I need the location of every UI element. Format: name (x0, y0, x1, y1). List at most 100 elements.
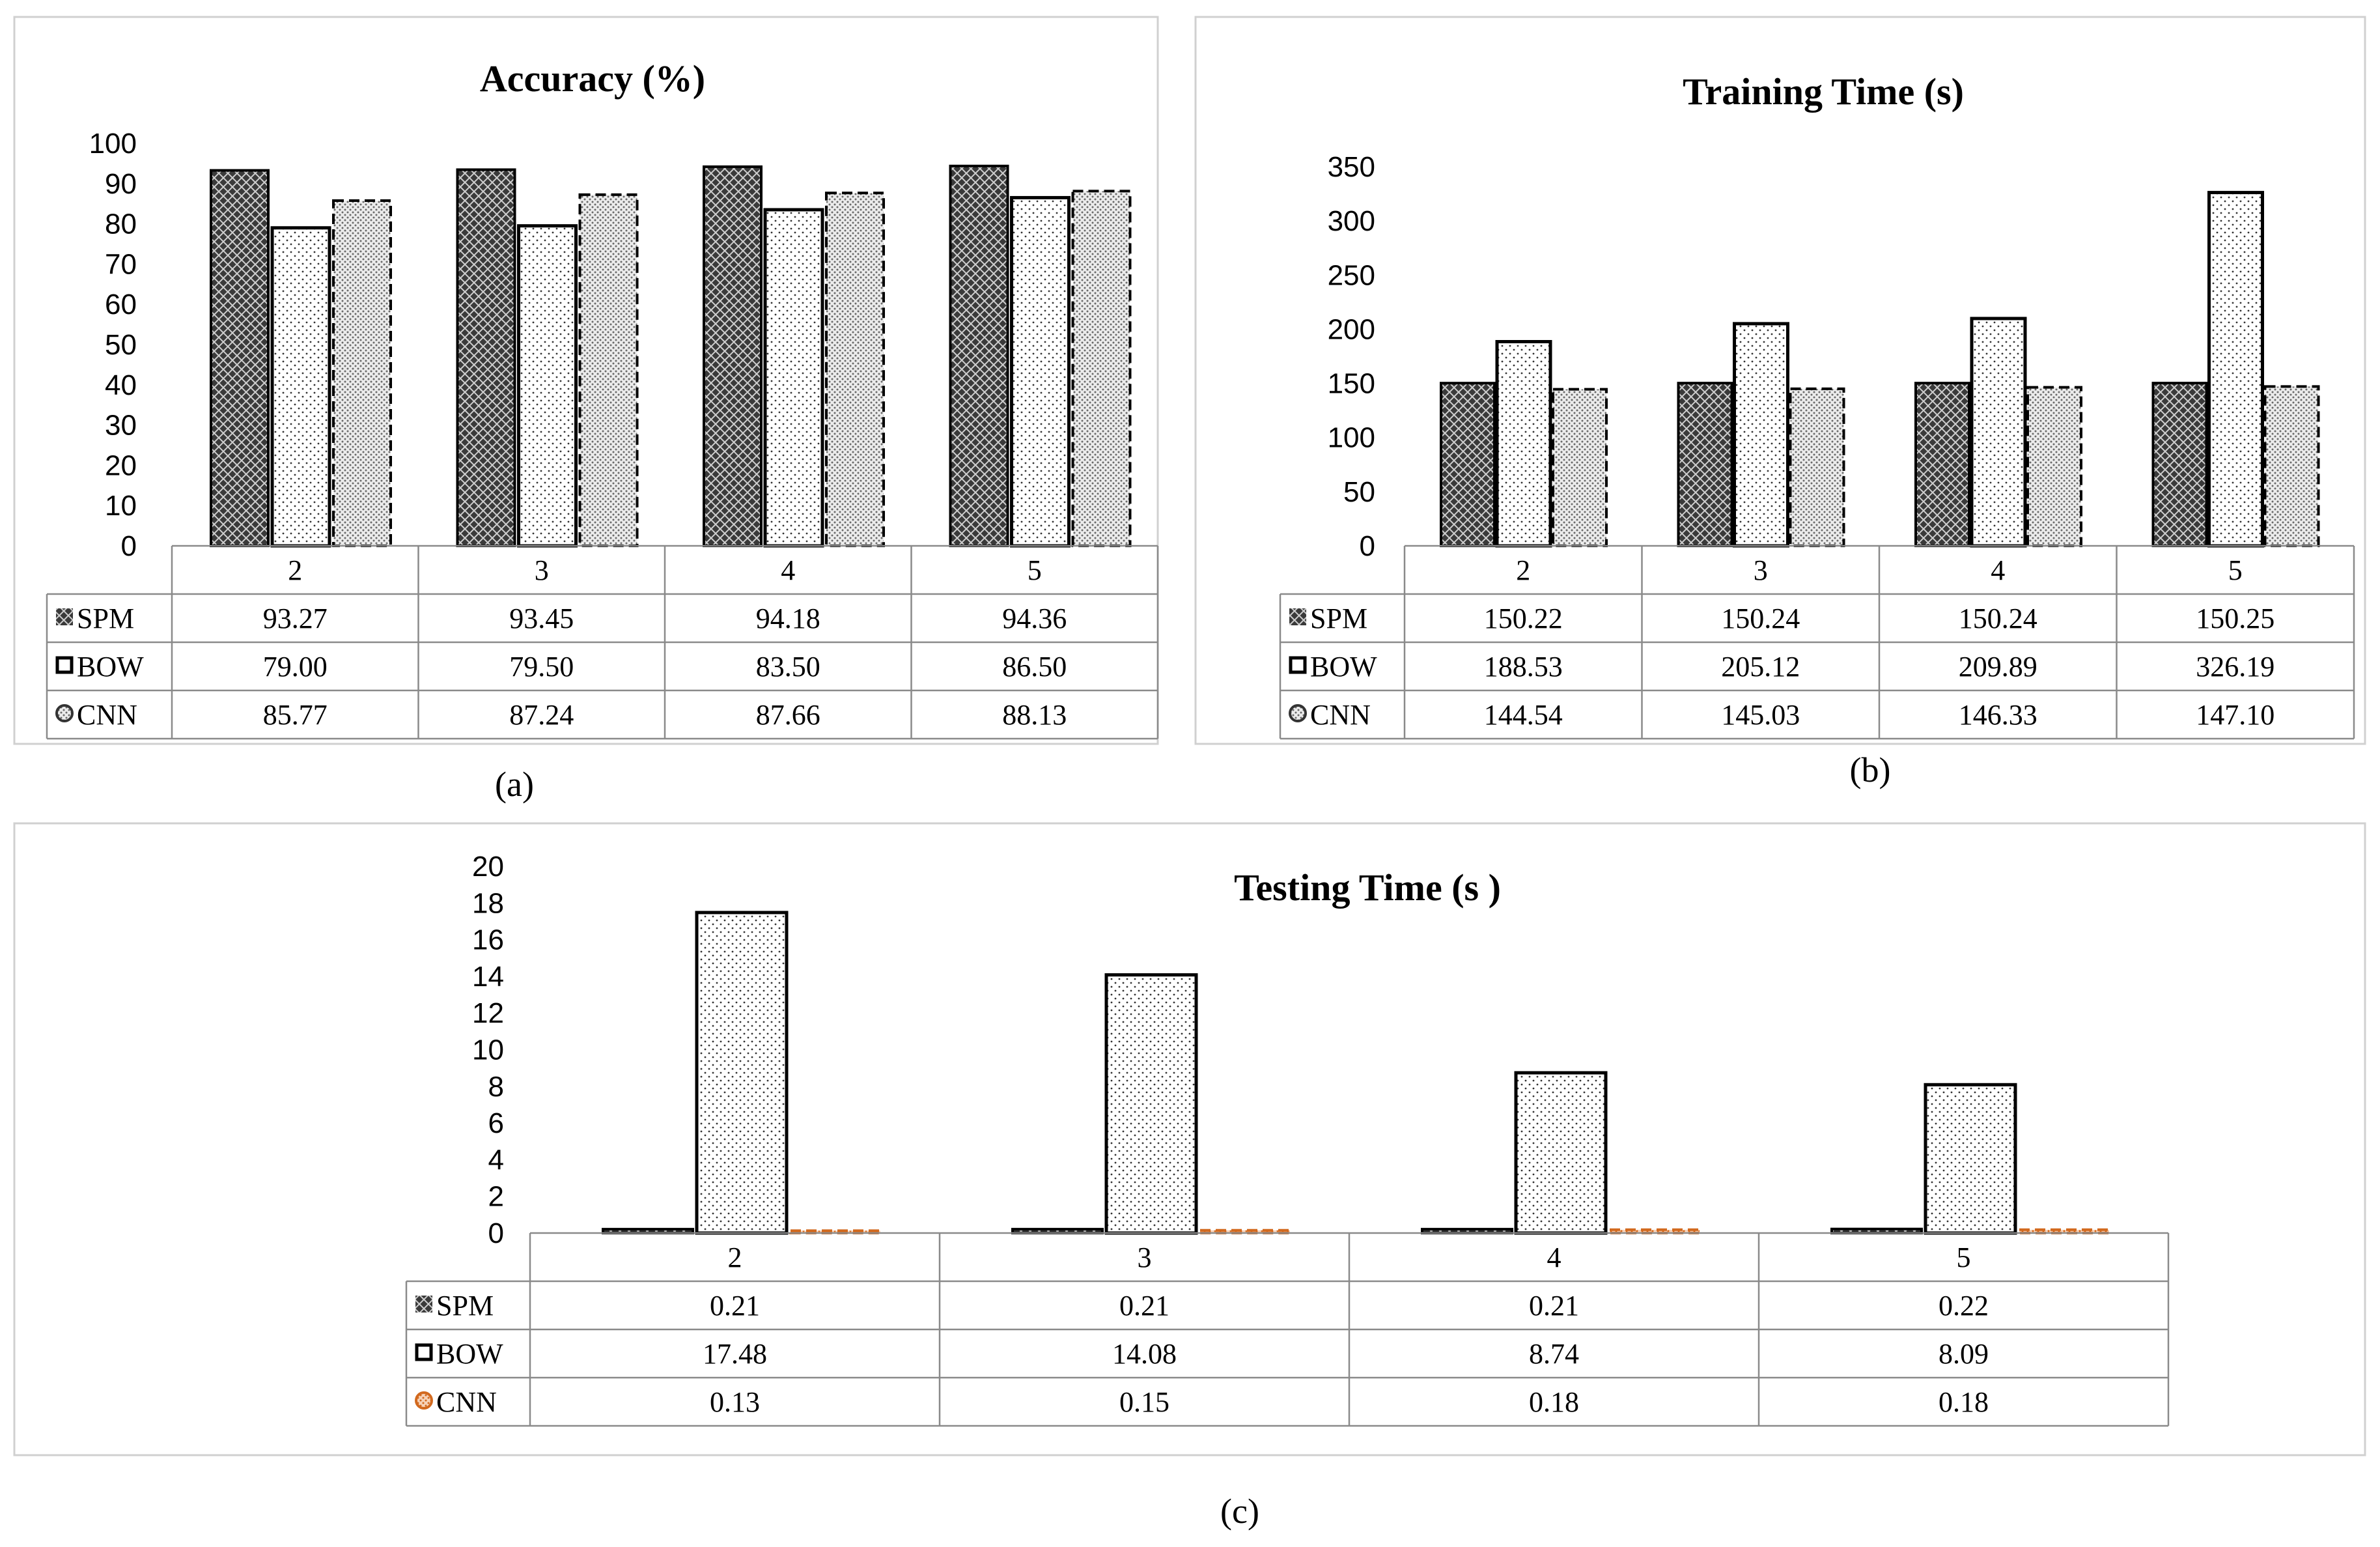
data-label: 79.50 (509, 651, 574, 683)
y-tick-label: 14 (472, 961, 504, 993)
panel-caption: (b) (1850, 750, 1891, 789)
chart-title: Testing Time (s ) (1234, 866, 1501, 909)
data-label: 0.21 (1529, 1290, 1579, 1322)
data-label: 14.08 (1112, 1338, 1177, 1370)
y-tick-label: 100 (1328, 422, 1375, 454)
series-name-cnn: CNN (436, 1386, 497, 1418)
x-category-label: 5 (2228, 554, 2243, 586)
y-tick-label: 4 (488, 1144, 504, 1176)
x-category-label: 2 (1516, 554, 1530, 586)
y-tick-label: 90 (105, 168, 137, 200)
panel-caption: (c) (1220, 1492, 1259, 1531)
bar-cnn-5 (2018, 1228, 2110, 1234)
data-label: 93.45 (509, 603, 574, 634)
data-label: 0.13 (710, 1386, 760, 1418)
data-label: 0.21 (710, 1290, 760, 1322)
panel-caption: (a) (495, 765, 534, 804)
y-tick-label: 100 (89, 128, 137, 160)
y-tick-label: 6 (488, 1107, 504, 1139)
bar-bow-4 (1514, 1071, 1608, 1235)
data-label: 87.24 (509, 699, 574, 731)
bar-cnn-3 (578, 193, 639, 547)
data-label: 0.18 (1529, 1386, 1579, 1418)
data-label: 326.19 (2196, 651, 2275, 683)
data-label: 0.15 (1119, 1386, 1169, 1418)
y-tick-label: 18 (472, 887, 504, 919)
data-label: 85.77 (263, 699, 328, 731)
bar-cnn-2 (789, 1229, 882, 1234)
data-label: 94.18 (756, 603, 820, 634)
data-label: 8.74 (1529, 1338, 1579, 1370)
y-tick-label: 10 (472, 1034, 504, 1066)
bar-spm-2 (210, 169, 270, 548)
y-tick-label: 12 (472, 997, 504, 1029)
series-name-cnn: CNN (77, 699, 137, 731)
bar-cnn-3 (1789, 387, 1845, 547)
legend-key-spm-icon (415, 1296, 432, 1313)
data-label: 150.24 (1959, 603, 2037, 634)
y-tick-label: 0 (121, 530, 137, 562)
bar-bow-5 (1010, 195, 1071, 548)
bar-cnn-4 (2026, 386, 2082, 548)
y-tick-label: 350 (1328, 151, 1375, 183)
y-tick-label: 10 (105, 490, 137, 522)
data-label: 144.54 (1484, 699, 1563, 731)
legend-key-spm-icon (1289, 608, 1306, 625)
data-label: 146.33 (1959, 699, 2037, 731)
data-label: 205.12 (1721, 651, 1800, 683)
training-time-chart: Training Time (s) 0 50 100 150 200 250 300 350 2 3… (1279, 70, 2355, 789)
bar-spm-5 (2151, 382, 2208, 547)
y-tick-label: 60 (105, 289, 137, 320)
x-category-label: 4 (1991, 554, 2005, 586)
data-label: 150.22 (1484, 603, 1563, 634)
bar-bow-2 (270, 226, 331, 548)
legend-key-cnn-icon (415, 1391, 433, 1410)
data-label: 150.24 (1721, 603, 1800, 634)
series-name-spm: SPM (77, 603, 134, 634)
y-tick-label: 8 (488, 1071, 504, 1103)
data-label: 88.13 (1002, 699, 1067, 731)
bar-spm-4 (703, 165, 763, 548)
y-tick-label: 0 (488, 1217, 504, 1249)
series-name-cnn: CNN (1310, 699, 1371, 731)
data-label: 83.50 (756, 651, 820, 683)
y-tick-label: 150 (1328, 368, 1375, 400)
y-tick-label: 50 (105, 329, 137, 361)
x-category-label: 5 (1957, 1242, 1971, 1273)
legend-key-bow-icon (55, 656, 74, 674)
data-label: 94.36 (1002, 603, 1067, 634)
y-tick-label: 30 (105, 410, 137, 442)
data-label: 8.09 (1939, 1338, 1989, 1370)
series-name-bow: BOW (436, 1338, 503, 1370)
data-label: 79.00 (263, 651, 328, 683)
y-tick-label: 250 (1328, 259, 1375, 291)
bar-bow-3 (517, 224, 578, 548)
legend-key-spm-icon (56, 608, 73, 625)
bar-spm-3 (1677, 382, 1733, 548)
y-tick-label: 300 (1328, 205, 1375, 237)
x-category-label: 2 (728, 1242, 742, 1273)
series-name-spm: SPM (436, 1290, 494, 1322)
bar-spm-5 (949, 164, 1009, 547)
y-tick-label: 50 (1343, 476, 1375, 508)
bar-cnn-5 (1071, 190, 1132, 547)
data-label: 0.18 (1939, 1386, 1989, 1418)
chart-title: Training Time (s) (1683, 70, 1964, 113)
x-category-label: 4 (1547, 1242, 1561, 1273)
bar-bow-5 (2207, 191, 2264, 548)
bar-bow-3 (1733, 322, 1789, 548)
bar-spm-2 (1440, 382, 1496, 548)
data-label: 0.22 (1939, 1290, 1989, 1322)
bar-cnn-5 (2263, 385, 2320, 548)
data-label: 209.89 (1959, 651, 2037, 683)
y-tick-label: 70 (105, 248, 137, 280)
x-category-label: 4 (781, 554, 795, 586)
y-tick-label: 16 (472, 924, 504, 956)
bar-bow-4 (1970, 317, 2027, 548)
y-tick-label: 200 (1328, 313, 1375, 345)
y-tick-label: 20 (105, 449, 137, 481)
bar-cnn-2 (1552, 388, 1608, 547)
legend-key-cnn-icon (1289, 704, 1307, 722)
x-category-label: 5 (1028, 554, 1042, 586)
y-tick-label: 80 (105, 208, 137, 240)
